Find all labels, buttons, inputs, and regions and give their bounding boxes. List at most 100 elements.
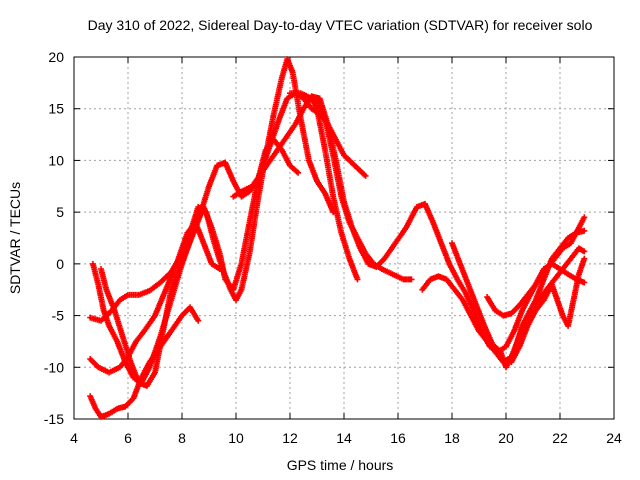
data-point — [332, 154, 334, 156]
data-point — [556, 299, 558, 301]
data-point — [332, 196, 334, 198]
data-point — [122, 335, 124, 337]
data-point — [373, 263, 375, 265]
data-point — [543, 278, 545, 280]
data-point — [132, 377, 134, 379]
series-track-8 — [314, 95, 415, 283]
data-point — [286, 58, 288, 60]
data-point — [429, 278, 431, 280]
data-point — [235, 299, 237, 301]
data-point — [311, 97, 313, 99]
data-point — [494, 309, 496, 311]
data-point — [527, 294, 529, 296]
data-point — [394, 242, 396, 244]
data-point — [216, 165, 218, 167]
data-point — [500, 351, 502, 353]
data-point — [456, 278, 458, 280]
data-marks — [87, 56, 588, 420]
data-point — [273, 113, 275, 115]
x-tick-label: 10 — [228, 430, 244, 446]
data-point — [354, 165, 356, 167]
data-point — [248, 221, 251, 224]
chart-title: Day 310 of 2022, Sidereal Day-to-day VTE… — [88, 17, 593, 33]
data-point — [462, 299, 464, 301]
series-track-5 — [98, 136, 302, 389]
data-point — [135, 340, 137, 342]
data-point — [248, 252, 251, 255]
x-tick-label: 12 — [282, 430, 298, 446]
series-track-12 — [508, 255, 588, 366]
data-point — [543, 299, 545, 301]
data-point — [289, 92, 291, 94]
axis-ticks: 4 6 8 10 12 14 16 18 20 22 24 -15 -10 -5 0 5 10 15 20 — [44, 49, 622, 446]
data-point — [494, 351, 496, 353]
data-point — [113, 309, 116, 311]
data-point — [440, 242, 442, 244]
data-point — [124, 406, 126, 408]
y-tick-label: 15 — [48, 101, 64, 117]
data-point — [583, 281, 585, 284]
x-tick-label: 18 — [444, 430, 460, 446]
data-point — [224, 161, 226, 164]
y-tick-label: 5 — [56, 204, 64, 220]
data-point — [478, 330, 480, 332]
data-point — [475, 304, 477, 306]
data-point — [181, 315, 183, 317]
data-point — [402, 278, 404, 280]
x-tick-label: 6 — [124, 430, 132, 446]
data-point — [292, 71, 294, 74]
data-point — [483, 325, 485, 327]
data-point — [518, 346, 521, 348]
data-point — [100, 268, 102, 270]
data-point — [324, 118, 326, 120]
y-tick-label: -15 — [44, 411, 64, 427]
data-point — [300, 92, 302, 94]
data-point — [392, 273, 394, 275]
data-point — [348, 221, 350, 224]
data-point — [281, 77, 283, 79]
data-point — [567, 273, 569, 275]
data-point — [138, 294, 140, 296]
data-point — [365, 252, 367, 255]
data-point — [143, 330, 145, 332]
data-point — [340, 232, 342, 234]
data-point — [551, 263, 553, 265]
y-axis-label: SDTVAR / TECUs — [7, 182, 23, 294]
data-point — [583, 250, 585, 252]
marker-trail — [87, 304, 202, 420]
data-point — [248, 190, 251, 193]
data-point — [324, 149, 326, 151]
data-point — [365, 175, 367, 177]
data-point — [424, 203, 426, 205]
data-point — [194, 227, 197, 229]
data-point — [332, 211, 334, 213]
data-point — [448, 263, 450, 265]
data-point — [578, 247, 580, 249]
data-point — [100, 320, 102, 322]
data-point — [159, 281, 161, 284]
x-tick-label: 4 — [70, 430, 78, 446]
data-point — [567, 237, 569, 239]
data-point — [554, 278, 556, 280]
data-point — [108, 413, 110, 415]
data-point — [340, 196, 342, 198]
data-point — [165, 289, 167, 291]
data-point — [551, 258, 553, 260]
data-point — [316, 108, 318, 110]
data-point — [219, 252, 221, 255]
data-point — [286, 97, 288, 99]
data-point — [197, 206, 199, 208]
data-point — [583, 258, 585, 260]
data-point — [294, 123, 296, 125]
data-point — [97, 366, 99, 368]
x-tick-label: 22 — [552, 430, 568, 446]
data-point — [308, 159, 310, 161]
y-tick-label: -5 — [52, 308, 65, 324]
data-point — [343, 154, 345, 156]
series-track-11 — [484, 260, 588, 319]
data-point — [116, 340, 118, 342]
data-point — [251, 185, 253, 187]
data-point — [240, 190, 242, 193]
data-point — [103, 309, 105, 311]
data-point — [381, 268, 383, 270]
